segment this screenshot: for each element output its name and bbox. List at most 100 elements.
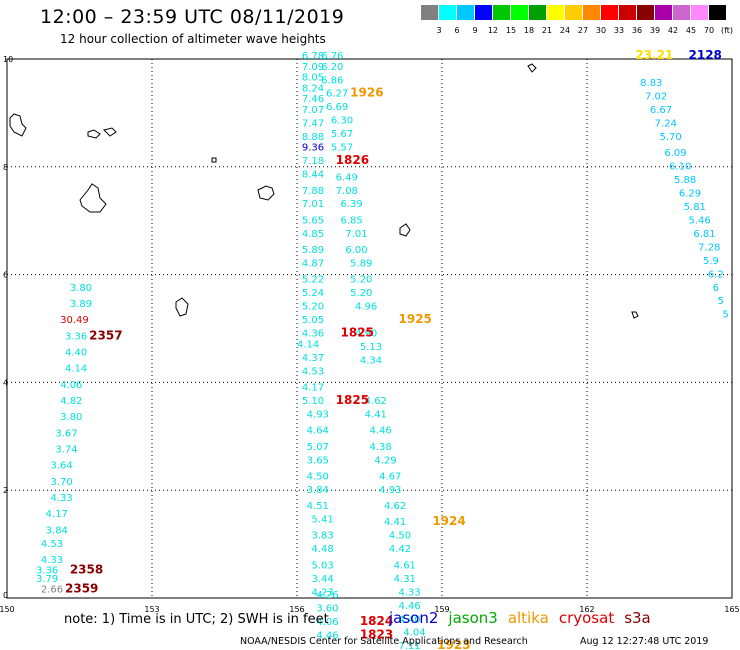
wave-height-value: 3.67 — [55, 428, 77, 439]
wave-height-value: 4.29 — [374, 455, 396, 466]
wave-height-value: 3.36 — [65, 331, 87, 342]
wave-height-value: 5.03 — [312, 560, 334, 571]
wave-height-value: 4.90 — [355, 329, 377, 340]
wave-height-value: 4.85 — [302, 229, 324, 240]
wave-height-value: 4.82 — [60, 396, 82, 407]
map-subtitle: 12 hour collection of altimeter wave hei… — [60, 32, 326, 46]
satellite-legend: jason2 jason3 altika cryosat s3a — [389, 609, 661, 627]
color-scale-label: 6 — [454, 26, 460, 35]
pass-time-label: 1823 — [360, 627, 393, 641]
island — [257, 185, 275, 201]
axis-labels: 150 153 156 159 162 165 0 2 4 6 8 10 — [0, 55, 740, 614]
island — [87, 129, 101, 139]
wave-height-value: 7.11 — [399, 641, 421, 650]
wave-height-value: 3.70 — [51, 477, 73, 488]
pass-time-label: 2128 — [689, 48, 722, 62]
wave-height-value: 5.10 — [302, 396, 324, 407]
wave-height-value: 6.29 — [679, 188, 701, 199]
wave-height-value: 3.84 — [307, 485, 329, 496]
wave-height-value: 7.01 — [345, 229, 367, 240]
island — [103, 127, 117, 137]
wave-height-value: 4.93 — [307, 409, 329, 420]
color-scale-label: 24 — [559, 26, 571, 35]
wave-height-value: 5.20 — [350, 288, 372, 299]
wave-height-value: 4.26 — [316, 590, 338, 601]
wave-height-value: 8.05 — [302, 73, 324, 84]
wave-height-value: 7.07 — [302, 105, 324, 116]
wave-height-value: 4.34 — [360, 356, 382, 367]
wave-height-value: 8.88 — [302, 132, 324, 143]
pass-time-label: 1824 — [360, 614, 393, 628]
x-tick-label: 159 — [434, 605, 449, 614]
wave-height-points: 2.663.793.364.334.533.844.174.333.703.64… — [36, 51, 729, 650]
wave-height-value: 6.39 — [341, 199, 363, 210]
wave-height-value: 7.28 — [698, 242, 720, 253]
wave-height-value: 5.20 — [350, 275, 372, 286]
wave-height-value: 6.49 — [336, 172, 358, 183]
wave-height-value: 7.46 — [302, 94, 324, 105]
wave-height-value: 7.02 — [645, 91, 667, 102]
island — [399, 223, 411, 237]
wave-height-value: 4.61 — [394, 560, 416, 571]
color-swatch — [475, 5, 492, 20]
wave-height-value: 4.40 — [65, 347, 87, 358]
color-swatch — [565, 5, 582, 20]
wave-height-value: 5.89 — [302, 245, 324, 256]
wave-height-value: 8.83 — [640, 78, 662, 89]
wave-height-value: 3.80 — [60, 412, 82, 423]
pass-time-label: 1923 — [437, 638, 470, 650]
wave-height-value: 4.38 — [370, 442, 392, 453]
wave-height-value: 4.14 — [297, 339, 319, 350]
wave-height-value: 4.50 — [389, 531, 411, 542]
wave-height-value: 4.93 — [379, 485, 401, 496]
pass-time-label: 1925 — [399, 312, 432, 326]
color-swatch — [511, 5, 528, 20]
wave-height-value: 5.20 — [302, 302, 324, 313]
wave-height-value: 4.31 — [394, 574, 416, 585]
wave-height-value: 7.18 — [302, 156, 324, 167]
wave-height-value: 5.65 — [302, 215, 324, 226]
wave-height-value: 7.09 — [302, 62, 324, 73]
wave-height-value: 4.41 — [384, 517, 406, 528]
x-tick-label: 165 — [724, 605, 739, 614]
color-swatch — [637, 5, 654, 20]
wave-height-value: 6.81 — [693, 229, 715, 240]
wave-height-value: 6.85 — [341, 215, 363, 226]
color-swatch — [547, 5, 564, 20]
map-grid — [7, 59, 732, 598]
pass-time-label: 1825 — [341, 326, 374, 340]
wave-height-value: 4.51 — [307, 501, 329, 512]
wave-height-value: 5 — [718, 296, 724, 307]
color-scale-label: 21 — [541, 26, 553, 35]
y-tick-label: 4 — [3, 378, 8, 387]
pass-time-label: 2359 — [65, 582, 98, 596]
wave-height-value: 4.96 — [355, 302, 377, 313]
timestamp: Aug 12 12:27:48 UTC 2019 — [580, 636, 709, 647]
map-title: 12:00 – 23:59 UTC 08/11/2019 — [40, 6, 345, 28]
y-tick-label: 8 — [3, 163, 8, 172]
wave-height-value: 3.89 — [70, 299, 92, 310]
wave-height-value: 4.33 — [41, 555, 63, 566]
wave-height-value: 5.13 — [360, 342, 382, 353]
color-scale-label: 42 — [667, 26, 679, 35]
wave-height-value: 7.01 — [302, 199, 324, 210]
wave-height-value: 5.24 — [302, 288, 324, 299]
wave-height-value: 4.36 — [302, 329, 324, 340]
wave-height-value: 4.64 — [307, 426, 329, 437]
wave-height-value: 7.88 — [302, 186, 324, 197]
wave-height-value: 6.00 — [345, 245, 367, 256]
wave-height-value: 4.14 — [65, 364, 87, 375]
wave-height-value: 4.17 — [302, 382, 324, 393]
color-scale-label: (ft) — [720, 26, 734, 35]
color-scale-label: 18 — [523, 26, 535, 35]
color-swatch — [601, 5, 618, 20]
y-tick-label: 0 — [3, 591, 8, 600]
x-tick-label: 150 — [0, 605, 15, 614]
wave-height-value: 4.23 — [312, 587, 334, 598]
wave-height-value: 6.09 — [664, 148, 686, 159]
pass-time-labels: 1926 1826 1925 1825 1825 2357 1924 2358 2359 1824… — [65, 48, 722, 650]
pass-time-label: 1825 — [336, 393, 369, 407]
wave-height-value: 4.46 — [370, 426, 392, 437]
wave-height-value: 5.89 — [350, 259, 372, 270]
wave-height-value: 3.84 — [46, 525, 68, 536]
